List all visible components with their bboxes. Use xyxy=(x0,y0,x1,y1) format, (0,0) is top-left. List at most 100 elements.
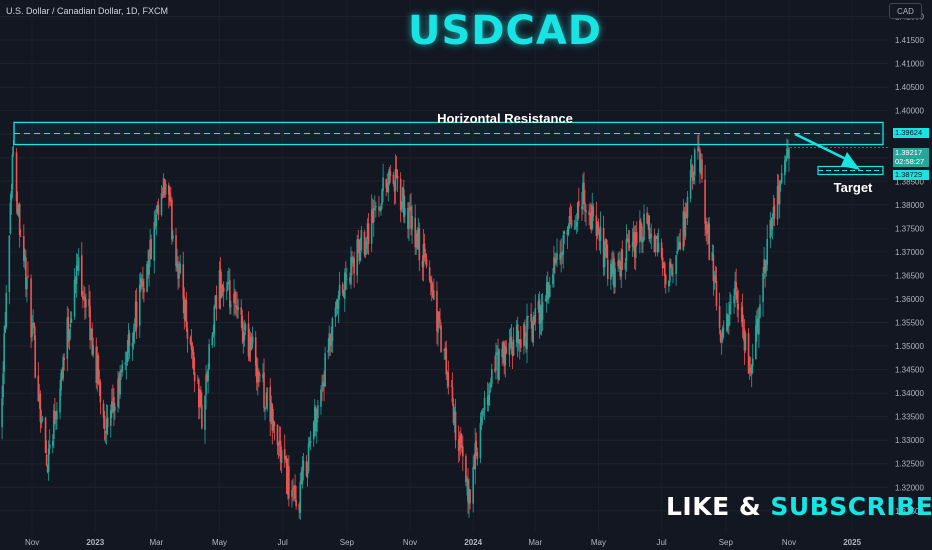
candle-body xyxy=(487,394,490,406)
x-tick-label: Nov xyxy=(403,538,417,547)
candle-body xyxy=(711,252,714,261)
candle-body xyxy=(258,370,260,375)
candle-body xyxy=(743,328,746,351)
candle-body xyxy=(124,362,127,365)
candle-body xyxy=(450,386,453,387)
candle-body xyxy=(38,393,41,401)
candle-body xyxy=(511,346,514,356)
candle-body xyxy=(474,442,477,470)
candle-body xyxy=(114,406,116,411)
candle-body xyxy=(356,239,359,276)
resistance-price-tag: 1.39624 xyxy=(893,128,929,138)
current-price-tag: 1.39217 xyxy=(893,148,929,158)
candle-body xyxy=(770,220,773,229)
candle-body xyxy=(741,306,744,327)
candle-body xyxy=(84,296,86,308)
like-subscribe-banner: LIKE & SUBSCRIBE xyxy=(666,492,932,521)
candle-body xyxy=(105,418,108,434)
candle-body xyxy=(241,315,244,331)
candle-body xyxy=(409,206,411,211)
candle-body xyxy=(646,212,648,224)
candle-body xyxy=(569,215,572,219)
candle-body xyxy=(459,433,462,444)
candle-body xyxy=(196,379,199,381)
candle-body xyxy=(416,233,419,248)
candle-body xyxy=(495,352,497,371)
candle-body xyxy=(192,352,195,370)
candle-body xyxy=(23,236,25,261)
candle-body xyxy=(634,232,637,258)
candle-body xyxy=(381,190,383,205)
candle-body xyxy=(663,262,666,276)
candle-body xyxy=(273,422,276,427)
target-price-tag: 1.38729 xyxy=(893,170,929,180)
candle-body xyxy=(403,189,405,217)
candle-body xyxy=(785,156,787,162)
y-tick-label: 1.36500 xyxy=(895,271,924,280)
candle-body xyxy=(425,258,428,267)
cta-subscribe: SUBSCRIBE xyxy=(770,492,932,521)
candle-body xyxy=(617,261,619,267)
candle-body xyxy=(17,204,20,216)
candle-body xyxy=(494,369,496,371)
candle-body xyxy=(541,302,544,320)
candle-body xyxy=(523,324,525,347)
candle-body xyxy=(786,148,788,159)
candle-body xyxy=(744,333,747,350)
candle-body xyxy=(713,274,716,280)
candle-body xyxy=(169,193,171,202)
candle-body xyxy=(1,398,3,428)
candle-body xyxy=(577,200,580,207)
candle-body xyxy=(452,404,455,423)
candle-body xyxy=(641,226,643,243)
candle-body xyxy=(189,337,192,344)
candle-body xyxy=(3,333,5,372)
candle-body xyxy=(466,479,468,482)
candle-body xyxy=(157,204,160,216)
candle-body xyxy=(404,207,406,216)
candle-body xyxy=(336,299,339,308)
candle-body xyxy=(343,272,346,299)
candle-body xyxy=(690,165,693,171)
candle-body xyxy=(177,263,179,279)
candle-body xyxy=(162,178,165,196)
candle-body xyxy=(675,255,677,275)
candle-body xyxy=(219,269,222,299)
candle-body xyxy=(394,168,397,191)
candle-body xyxy=(483,397,486,411)
candle-body xyxy=(633,232,636,258)
candle-body xyxy=(276,424,279,445)
candle-body xyxy=(410,206,412,229)
candle-body xyxy=(657,242,660,252)
candle-body xyxy=(48,444,51,449)
x-tick-label: 2023 xyxy=(86,538,104,547)
candle-body xyxy=(683,212,686,235)
candle-body xyxy=(438,311,440,320)
candle-body xyxy=(393,185,396,192)
candle-body xyxy=(447,372,450,387)
candle-body xyxy=(504,345,507,366)
candle-body xyxy=(685,211,688,219)
candle-body xyxy=(185,299,188,328)
x-tick-label: Nov xyxy=(782,538,796,547)
candle-body xyxy=(570,219,573,227)
candle-body xyxy=(728,315,730,326)
candle-body xyxy=(555,259,557,264)
candle-body xyxy=(436,290,438,332)
candle-body xyxy=(301,470,304,485)
candle-body xyxy=(625,239,628,262)
candle-body xyxy=(583,182,585,204)
candle-body xyxy=(164,183,167,195)
candle-body xyxy=(235,305,237,307)
candle-body xyxy=(306,471,309,478)
candle-body xyxy=(307,443,310,471)
candle-body xyxy=(510,336,513,348)
candle-body xyxy=(103,415,106,430)
candle-body xyxy=(204,395,206,430)
currency-button[interactable]: CAD xyxy=(889,3,922,19)
candle-body xyxy=(720,340,723,342)
candle-body xyxy=(277,442,280,446)
candle-body xyxy=(67,316,70,342)
candle-body xyxy=(140,278,142,287)
